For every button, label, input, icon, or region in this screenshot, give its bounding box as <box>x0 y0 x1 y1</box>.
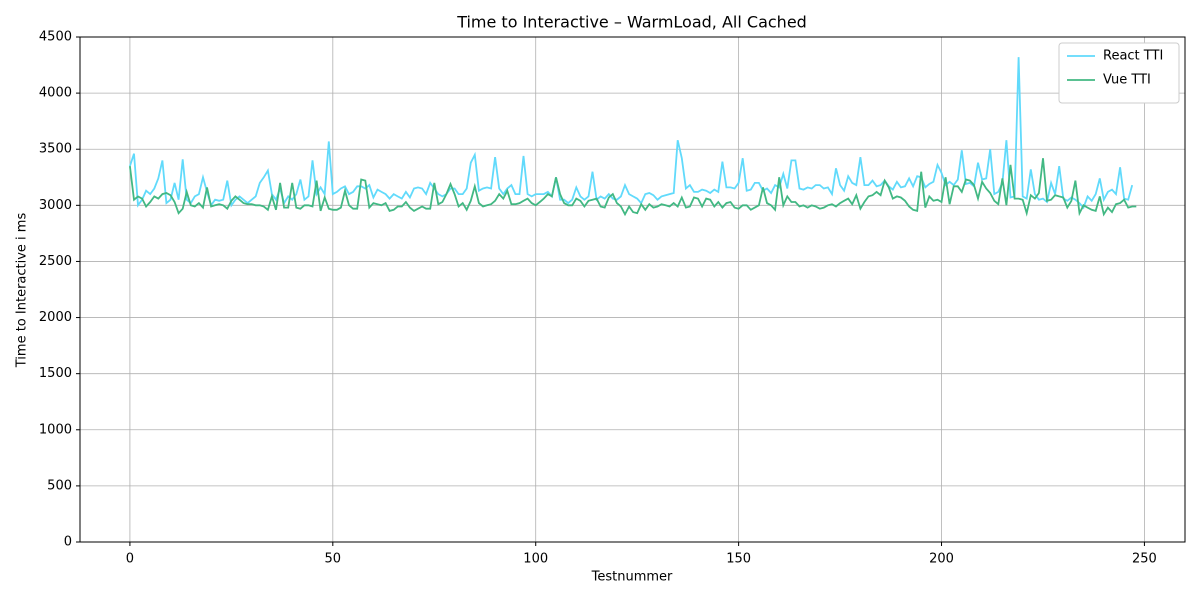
legend-label: Vue TTI <box>1103 73 1151 88</box>
y-tick-label: 4500 <box>39 30 72 45</box>
chart-title: Time to Interactive – WarmLoad, All Cach… <box>456 13 807 32</box>
line-series <box>129 158 1137 217</box>
x-tick-label: 150 <box>726 552 751 567</box>
x-tick-label: 250 <box>1132 552 1157 567</box>
y-tick-label: 3000 <box>39 198 72 213</box>
line-series <box>129 57 1134 210</box>
legend-box <box>1058 42 1180 104</box>
y-tick-label: 4000 <box>39 86 72 101</box>
x-axis-label: Testnummer <box>591 570 673 585</box>
plot-frame <box>79 36 1186 543</box>
y-tick-label: 1000 <box>39 422 72 437</box>
y-tick-label: 2000 <box>39 310 72 325</box>
y-tick-label: 500 <box>47 478 72 493</box>
x-tick-label: 200 <box>929 552 954 567</box>
y-tick-label: 3500 <box>39 142 72 157</box>
x-tick-label: 50 <box>325 552 342 567</box>
legend-label: React TTI <box>1103 49 1163 64</box>
x-tick-label: 100 <box>523 552 548 567</box>
x-tick-label: 0 <box>126 552 134 567</box>
y-tick-label: 0 <box>64 535 72 550</box>
y-axis-label: Time to Interactive i ms <box>15 213 30 369</box>
y-tick-label: 2500 <box>39 254 72 269</box>
y-tick-label: 1500 <box>39 366 72 381</box>
